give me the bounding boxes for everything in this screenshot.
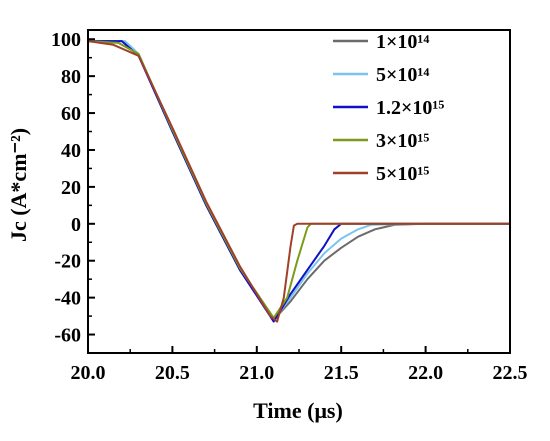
- x-tick-label-2: 21.0: [239, 362, 274, 384]
- y-tick-label-7: -40: [54, 288, 81, 310]
- y-tick-label-2: 60: [61, 103, 81, 125]
- legend-label-4: 5×10¹⁵: [376, 163, 429, 185]
- legend-label-2: 1.2×10¹⁵: [376, 97, 444, 119]
- y-tick-label-5: 0: [71, 214, 81, 236]
- y-tick-label-1: 80: [61, 66, 81, 88]
- y-axis-label: Jc (A*cm⁻²): [6, 128, 31, 242]
- x-tick-label-5: 22.5: [493, 362, 528, 384]
- plot-area: [88, 40, 510, 323]
- x-tick-label-4: 22.0: [408, 362, 443, 384]
- legend-label-3: 3×10¹⁵: [376, 130, 429, 152]
- legend-label-0: 1×10¹⁴: [376, 31, 429, 53]
- legend-label-1: 5×10¹⁴: [376, 64, 429, 86]
- x-tick-label-3: 21.5: [324, 362, 359, 384]
- plot-frame: [87, 29, 511, 354]
- x-tick-label-0: 20.0: [71, 362, 106, 384]
- y-tick-label-3: 40: [61, 140, 81, 162]
- y-tick-label-4: 20: [61, 177, 81, 199]
- y-tick-label-8: -60: [54, 325, 81, 347]
- x-axis-label: Time (μs): [253, 398, 343, 423]
- y-tick-label-0: 100: [51, 29, 81, 51]
- x-tick-label-1: 20.5: [155, 362, 190, 384]
- legend: 1×10¹⁴ 5×10¹⁴ 1.2×10¹⁵ 3×10¹⁵ 5×10¹⁵: [333, 31, 444, 185]
- y-tick-label-6: -20: [54, 251, 81, 273]
- series-line-4: [88, 40, 510, 323]
- axes: 20.0 20.5 21.0 21.5 22.0 22.5 100 80 60 40 20 0 -20 -…: [51, 29, 528, 384]
